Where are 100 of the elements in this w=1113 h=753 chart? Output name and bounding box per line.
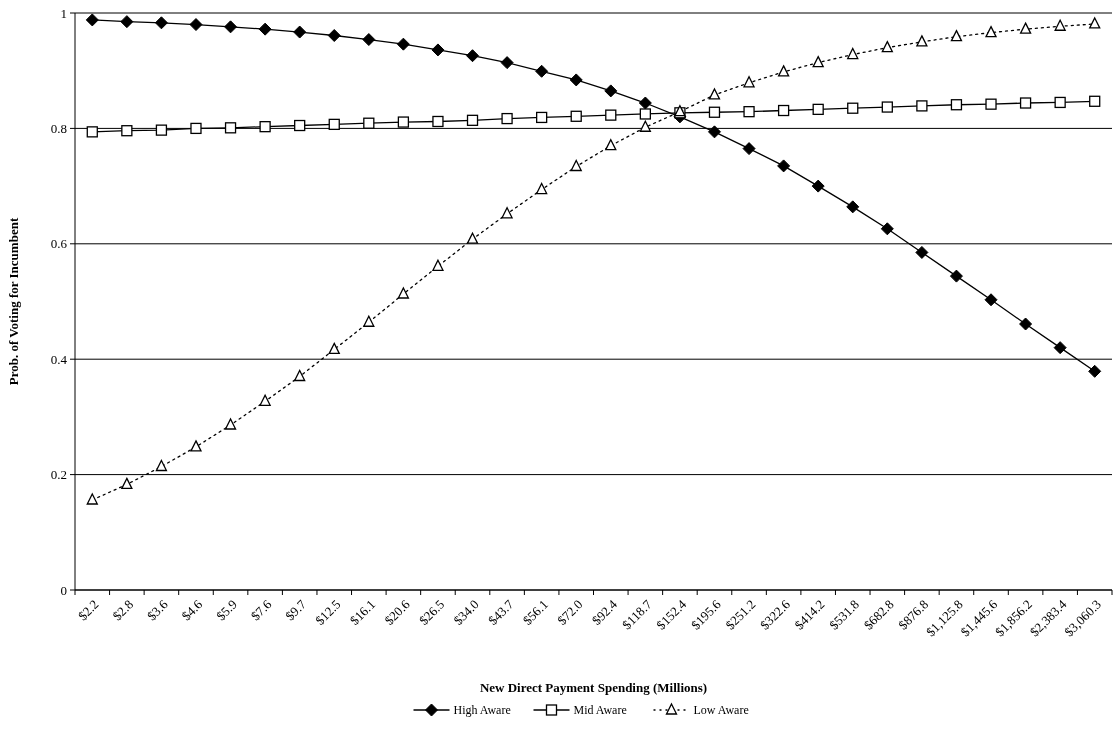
point [328, 342, 340, 355]
point [1089, 95, 1101, 107]
point [258, 22, 272, 36]
point [811, 179, 825, 193]
point [190, 440, 202, 452]
point [777, 104, 790, 117]
x-tick-label: $9.7 [282, 596, 310, 624]
y-tick-label: 0 [60, 582, 67, 598]
point [570, 110, 582, 122]
point [847, 102, 859, 114]
point [847, 47, 859, 60]
point [190, 122, 202, 135]
point [639, 108, 651, 120]
point [535, 64, 549, 78]
point [431, 43, 445, 57]
point [742, 142, 756, 156]
point [86, 493, 98, 505]
point [155, 459, 168, 472]
point [743, 106, 755, 118]
point [985, 98, 997, 110]
point [86, 126, 98, 138]
point [466, 232, 479, 244]
point [1019, 317, 1033, 331]
legend-label: Low Aware [693, 703, 749, 717]
point [293, 25, 307, 39]
point [985, 25, 997, 38]
point [363, 117, 375, 129]
y-tick-label: 1 [60, 5, 67, 21]
point [743, 76, 755, 88]
point [466, 114, 479, 126]
point [880, 222, 894, 236]
point [916, 35, 928, 47]
legend-label: Mid Aware [573, 703, 627, 717]
point [1054, 19, 1066, 31]
point [812, 55, 824, 68]
point [949, 269, 963, 283]
point [605, 139, 617, 151]
x-axis-title: New Direct Payment Spending (Millions) [479, 680, 708, 695]
y-tick-label: 0.6 [50, 236, 68, 252]
x-tick-label: $4.6 [178, 596, 206, 624]
point [224, 122, 237, 134]
x-tick-label: $7.6 [247, 596, 275, 624]
point [707, 125, 721, 139]
point [812, 103, 824, 116]
point [1088, 364, 1102, 378]
x-tick-label: $2.8 [109, 596, 137, 624]
point [362, 33, 376, 47]
point [189, 18, 203, 32]
point [397, 116, 410, 128]
point [1054, 96, 1066, 109]
point [846, 200, 860, 214]
point [121, 125, 133, 137]
x-tick-label: $3.6 [144, 596, 172, 624]
legend-label: High Aware [453, 703, 511, 717]
point [950, 99, 963, 111]
point [536, 182, 548, 195]
y-tick-label: 0.2 [50, 467, 67, 483]
point [500, 56, 514, 70]
point [224, 418, 237, 430]
point [397, 287, 410, 299]
point [501, 112, 513, 125]
point [155, 124, 168, 136]
point [1019, 22, 1032, 34]
y-axis-title: Prob. of Voting for Incumbent [6, 217, 21, 386]
point [915, 245, 929, 259]
y-tick-label: 0.8 [50, 120, 67, 136]
point [536, 111, 548, 124]
point [605, 109, 617, 121]
point [984, 293, 998, 307]
point [259, 121, 271, 133]
point [294, 369, 306, 382]
point [570, 159, 582, 172]
point [121, 477, 133, 490]
point [777, 65, 790, 77]
point [432, 115, 444, 128]
point [777, 159, 791, 173]
point [328, 118, 340, 131]
point [327, 29, 341, 42]
y-tick-label: 0.4 [50, 351, 68, 367]
point [639, 120, 651, 132]
point [396, 37, 410, 51]
x-tick-label: $5.9 [213, 596, 240, 624]
point [501, 207, 513, 219]
point [569, 73, 583, 87]
point [294, 119, 306, 132]
point [708, 88, 721, 100]
point [1053, 341, 1067, 355]
point [638, 96, 652, 110]
point [881, 40, 893, 53]
point [85, 13, 99, 27]
point [881, 101, 893, 113]
x-tick-label: $2.2 [74, 596, 102, 624]
point [708, 106, 721, 118]
point [1019, 97, 1032, 109]
point [120, 15, 134, 29]
point [154, 16, 168, 30]
point [604, 84, 618, 98]
point [259, 394, 271, 406]
point [224, 20, 238, 34]
point [466, 49, 480, 63]
